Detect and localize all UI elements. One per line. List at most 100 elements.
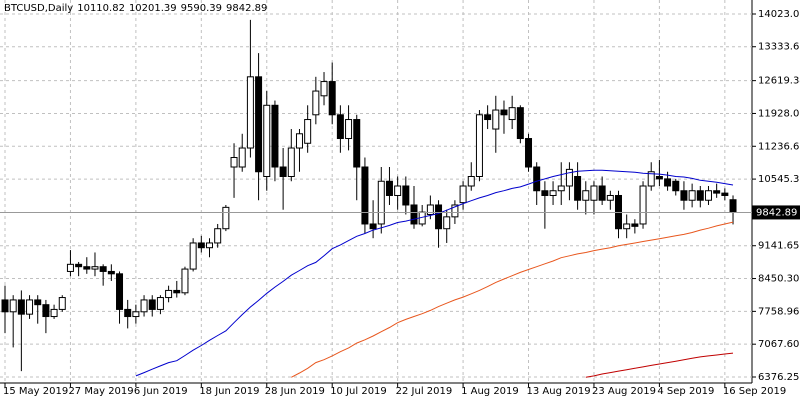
- candle-body: [574, 175, 582, 201]
- candle-body: [295, 133, 303, 149]
- candle-body: [287, 147, 295, 177]
- ohlc-open: 10110.82: [77, 3, 125, 14]
- candle-body: [623, 223, 631, 230]
- candle-body: [590, 185, 598, 201]
- candle-body: [34, 299, 42, 306]
- candle-body: [75, 263, 83, 268]
- y-tick-label: 9141.65: [758, 241, 799, 252]
- candle-body: [9, 299, 17, 313]
- candle-body: [246, 76, 254, 149]
- candle-body: [664, 178, 672, 187]
- candle-body: [26, 299, 34, 315]
- candle-body: [58, 297, 66, 310]
- candle-body: [606, 194, 614, 201]
- moving-average: [585, 352, 734, 378]
- x-tick-label: 6 Jun 2019: [134, 386, 188, 397]
- candle-body: [230, 157, 238, 168]
- candle-body: [181, 268, 189, 294]
- candle-body: [680, 190, 688, 201]
- candle-body: [647, 171, 655, 187]
- candle-body: [402, 185, 410, 206]
- y-tick-label: 11928.00: [758, 108, 800, 119]
- candle-body: [410, 204, 418, 225]
- candle-body: [672, 180, 680, 192]
- y-tick-label: 7758.96: [758, 306, 799, 317]
- candle-body: [377, 180, 385, 225]
- chart-header: BTCUSD,Daily 10110.82 10201.39 9590.39 9842.…: [4, 3, 271, 14]
- x-tick-label: 13 Aug 2019: [527, 386, 591, 397]
- x-tick-label: 23 Aug 2019: [592, 386, 656, 397]
- candle-body: [631, 223, 639, 227]
- candle-body: [721, 192, 729, 196]
- ohlc-high: 10201.39: [128, 3, 177, 14]
- moving-average: [291, 221, 734, 378]
- candle-body: [696, 190, 704, 201]
- candle-body: [107, 270, 115, 275]
- candle-body: [688, 190, 696, 201]
- candle-body: [713, 190, 721, 194]
- x-tick-label: 16 Sep 2019: [723, 386, 786, 397]
- candle-body: [451, 204, 459, 218]
- candle-body: [17, 299, 25, 315]
- candle-body: [271, 104, 279, 168]
- y-tick-label: 14023.00: [758, 9, 800, 20]
- symbol: BTCUSD,Daily: [4, 3, 74, 14]
- candle-body: [435, 204, 443, 230]
- candle-body: [189, 242, 197, 270]
- candle-body: [320, 81, 328, 97]
- x-tick-label: 15 May 2019: [3, 386, 68, 397]
- candle-body: [99, 266, 107, 272]
- candle-body: [500, 109, 508, 116]
- candle-body: [729, 199, 737, 213]
- candle-body: [304, 119, 312, 144]
- plot-area: [0, 0, 752, 383]
- candle-body: [238, 147, 246, 168]
- candle-body: [516, 107, 524, 140]
- candle-body: [140, 299, 148, 313]
- candle-body: [369, 223, 377, 230]
- candle-body: [394, 185, 402, 196]
- candle-body: [565, 168, 573, 187]
- candle-body: [639, 185, 647, 225]
- y-tick-label: 13333.65: [758, 42, 800, 53]
- candle-body: [214, 228, 222, 244]
- candle-body: [361, 166, 369, 225]
- x-tick-label: 22 Jul 2019: [396, 386, 453, 397]
- candle-body: [116, 273, 124, 310]
- candle-body: [426, 204, 434, 215]
- candle-body: [222, 206, 230, 230]
- candle-body: [124, 308, 132, 318]
- candle-body: [279, 166, 287, 177]
- price-label: 9842.89: [756, 207, 797, 218]
- candle-body: [598, 185, 606, 201]
- ohlc-low: 9590.39: [180, 3, 223, 14]
- x-tick-label: 1 Aug 2019: [461, 386, 519, 397]
- ohlc-close: 9842.89: [226, 3, 268, 14]
- candle-body: [475, 114, 483, 177]
- candle-body: [50, 308, 58, 318]
- candle-body: [156, 297, 164, 310]
- y-tick-label: 8450.30: [758, 274, 799, 285]
- y-tick-label: 7067.60: [758, 339, 799, 350]
- candle-body: [492, 109, 500, 130]
- candle-body: [165, 289, 173, 299]
- candle-body: [312, 90, 320, 116]
- y-tick-label: 10545.30: [758, 174, 800, 185]
- candle-body: [336, 114, 344, 140]
- candle-body: [345, 119, 353, 140]
- candle-body: [148, 299, 156, 310]
- x-tick-label: 18 Jun 2019: [199, 386, 259, 397]
- price-label-box: [752, 205, 800, 220]
- candle-body: [197, 242, 205, 249]
- candle-body: [582, 190, 590, 201]
- candle-body: [655, 175, 663, 180]
- candle-body: [91, 266, 99, 270]
- candle-body: [533, 166, 541, 192]
- candle-body: [385, 180, 393, 196]
- candle-body: [1, 299, 9, 313]
- candle-body: [557, 185, 565, 192]
- candle-body: [508, 107, 516, 121]
- y-tick-label: 6376.25: [758, 372, 799, 383]
- candle-body: [255, 76, 263, 173]
